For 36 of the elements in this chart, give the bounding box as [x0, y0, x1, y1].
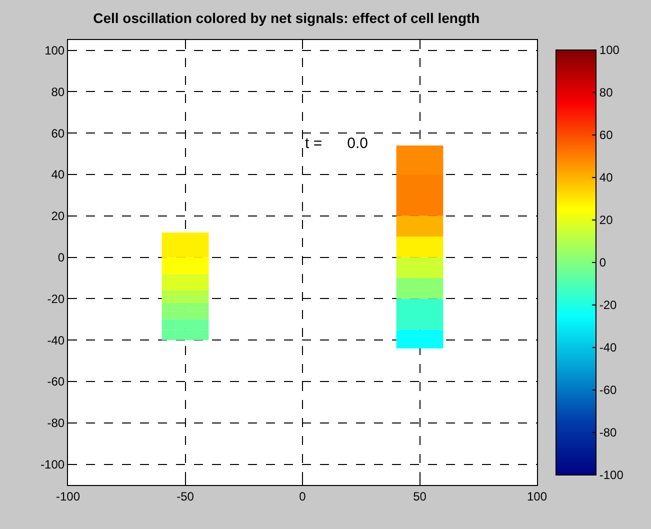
y-tick-label: -80 [47, 416, 65, 430]
annotation: t = 0.0 [305, 135, 368, 152]
bar [162, 290, 209, 303]
y-tick-label: -20 [47, 292, 65, 306]
color-bar-label: 20 [599, 213, 614, 228]
y-tick-label: 0 [58, 250, 65, 265]
color-bar-label: 40 [599, 170, 614, 185]
y-tick-label: -40 [47, 333, 65, 348]
y-tick-label: 60 [51, 126, 65, 140]
y-tick-label: 80 [51, 84, 65, 99]
color-bar-label: 0 [599, 256, 606, 270]
y-tick-label: 20 [51, 209, 65, 224]
x-tick-label: 50 [413, 489, 427, 504]
bar [162, 257, 209, 274]
y-tick-label: 40 [51, 168, 65, 182]
color-bar-label: 60 [599, 128, 614, 142]
color-bar-label: -40 [599, 340, 618, 355]
y-tick-label: 100 [44, 44, 65, 58]
bar [396, 298, 444, 330]
bar [396, 330, 444, 348]
color-bar-label: -60 [599, 383, 618, 398]
bar [396, 257, 444, 278]
color-bar-label: -100 [599, 468, 624, 482]
y-tick-label: -60 [47, 374, 65, 389]
color-bar-label: 80 [599, 86, 614, 100]
chart-title: Cell oscillation colored by net signals: effect of cell length [93, 10, 480, 26]
color-bar-label: -80 [599, 426, 618, 440]
y-tick-label: -100 [40, 458, 65, 472]
x-tick-label: -50 [176, 489, 194, 504]
color-bar-label: 100 [599, 43, 620, 58]
x-tick-label: 0 [299, 489, 306, 504]
bar [396, 278, 444, 299]
x-tick-label: 100 [526, 489, 548, 504]
bar [396, 216, 444, 237]
color-bar-label: -20 [599, 298, 618, 312]
bar [162, 274, 209, 290]
